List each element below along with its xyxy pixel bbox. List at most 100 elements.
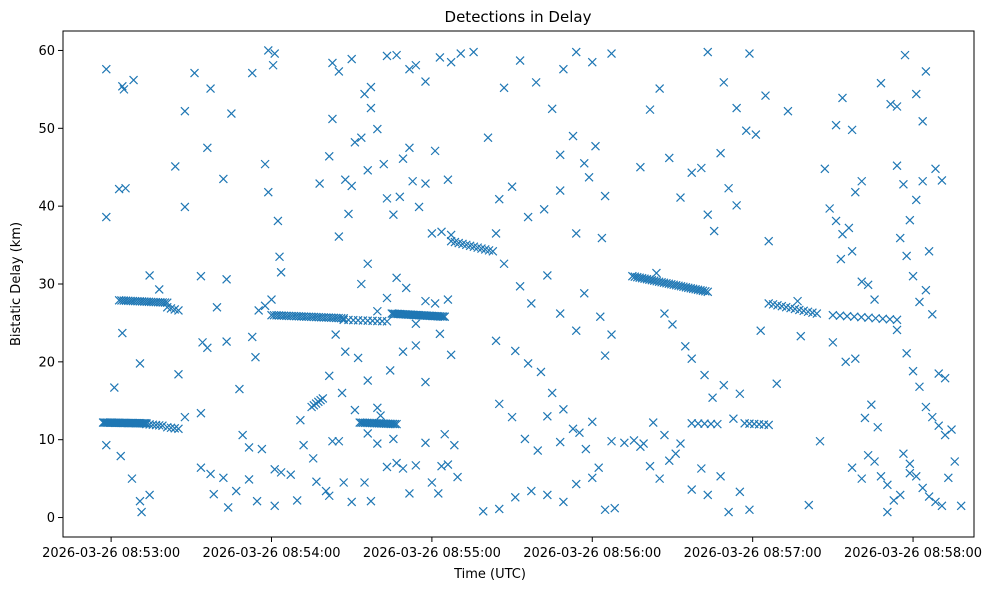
- detection-marker: [597, 233, 607, 243]
- detection-marker: [324, 371, 334, 381]
- detection-marker: [847, 125, 857, 135]
- detection-marker: [292, 495, 302, 505]
- detection-marker: [366, 82, 376, 92]
- detection-marker: [127, 474, 137, 484]
- detection-marker: [764, 236, 774, 246]
- detection-marker: [899, 179, 908, 189]
- detection-marker: [392, 419, 402, 429]
- detection-marker: [331, 330, 341, 340]
- detection-marker: [687, 485, 697, 494]
- detection-marker: [315, 179, 325, 189]
- detection-marker: [921, 67, 931, 76]
- detection-marker: [435, 329, 445, 339]
- detection-marker: [449, 440, 459, 450]
- detection-marker: [363, 429, 373, 438]
- detection-marker: [494, 194, 504, 204]
- data-markers: [98, 46, 966, 517]
- detection-marker: [398, 347, 408, 357]
- detection-marker: [411, 341, 421, 350]
- detection-marker: [433, 488, 443, 498]
- detection-marker: [356, 133, 366, 143]
- detection-marker: [895, 233, 905, 243]
- detection-marker: [671, 449, 681, 459]
- detection-marker: [600, 351, 610, 361]
- detection-marker: [947, 425, 956, 434]
- x-tick-label: 2026-03-26 08:57:00: [684, 546, 822, 561]
- detection-marker: [180, 106, 190, 116]
- detection-marker: [324, 491, 334, 501]
- detection-marker: [835, 311, 845, 321]
- detection-marker: [927, 412, 937, 422]
- detection-marker: [876, 471, 886, 481]
- detection-marker: [196, 271, 206, 281]
- detection-marker: [385, 365, 395, 375]
- detection-marker: [145, 490, 155, 500]
- detection-marker: [520, 434, 530, 444]
- detection-marker: [135, 496, 145, 506]
- detection-marker: [267, 295, 276, 304]
- detection-marker: [318, 394, 328, 403]
- detection-marker: [825, 204, 835, 213]
- x-tick-label: 2026-03-26 08:58:00: [844, 546, 982, 561]
- detection-marker: [427, 478, 437, 487]
- y-axis-ticks: 0 10 20 30 40 50 60: [38, 44, 63, 526]
- detection-marker: [117, 328, 127, 338]
- detection-marker: [499, 83, 509, 93]
- y-tick-label: 0: [47, 511, 55, 526]
- detection-marker: [135, 358, 145, 368]
- detection-marker: [328, 436, 337, 446]
- detection-marker: [696, 163, 706, 173]
- detection-marker: [555, 150, 565, 160]
- x-tick-label: 2026-03-26 08:53:00: [42, 546, 180, 561]
- detection-marker: [610, 503, 620, 513]
- detection-marker: [231, 486, 241, 496]
- detection-marker: [347, 54, 357, 64]
- detection-marker: [443, 460, 453, 470]
- detection-marker: [382, 193, 392, 203]
- detection-marker: [937, 501, 947, 511]
- detection-marker: [619, 438, 629, 448]
- detection-marker: [494, 504, 504, 514]
- detection-marker: [456, 49, 466, 58]
- detection-marker: [270, 464, 280, 474]
- detection-marker: [885, 314, 895, 324]
- detection-marker: [392, 458, 402, 468]
- x-tick-label: 2026-03-26 08:54:00: [202, 546, 340, 561]
- detection-marker: [202, 143, 212, 153]
- detection-marker: [956, 501, 966, 511]
- detection-marker: [363, 376, 373, 385]
- detection-marker: [587, 417, 597, 427]
- detection-marker: [222, 337, 232, 347]
- detection-marker: [882, 507, 892, 517]
- detection-marker: [347, 497, 357, 507]
- detection-marker: [196, 408, 206, 418]
- detection-marker: [579, 288, 589, 298]
- detection-marker: [321, 486, 331, 496]
- detection-marker: [664, 153, 674, 163]
- detection-marker: [339, 478, 349, 487]
- detection-marker: [716, 148, 726, 158]
- detection-marker: [687, 418, 697, 428]
- detection-marker: [950, 457, 960, 466]
- detection-marker: [366, 496, 376, 506]
- detection-marker: [558, 64, 568, 74]
- detection-marker: [401, 283, 411, 293]
- detection-marker: [388, 210, 398, 220]
- detection-marker: [372, 306, 382, 316]
- detection-marker: [761, 91, 770, 101]
- detection-marker: [547, 388, 557, 398]
- detection-marker: [676, 193, 685, 203]
- detection-marker: [745, 505, 754, 515]
- detection-marker: [820, 164, 830, 174]
- detection-marker: [871, 313, 881, 323]
- detection-marker: [905, 215, 915, 225]
- detection-marker: [405, 64, 414, 74]
- detection-marker: [235, 384, 244, 394]
- x-axis-label: Time (UTC): [453, 567, 526, 582]
- y-tick-label: 60: [38, 44, 55, 59]
- detection-marker: [905, 459, 915, 469]
- detection-marker: [687, 354, 697, 364]
- detection-marker: [536, 367, 546, 377]
- detection-marker: [940, 373, 950, 383]
- detection-marker: [712, 419, 722, 429]
